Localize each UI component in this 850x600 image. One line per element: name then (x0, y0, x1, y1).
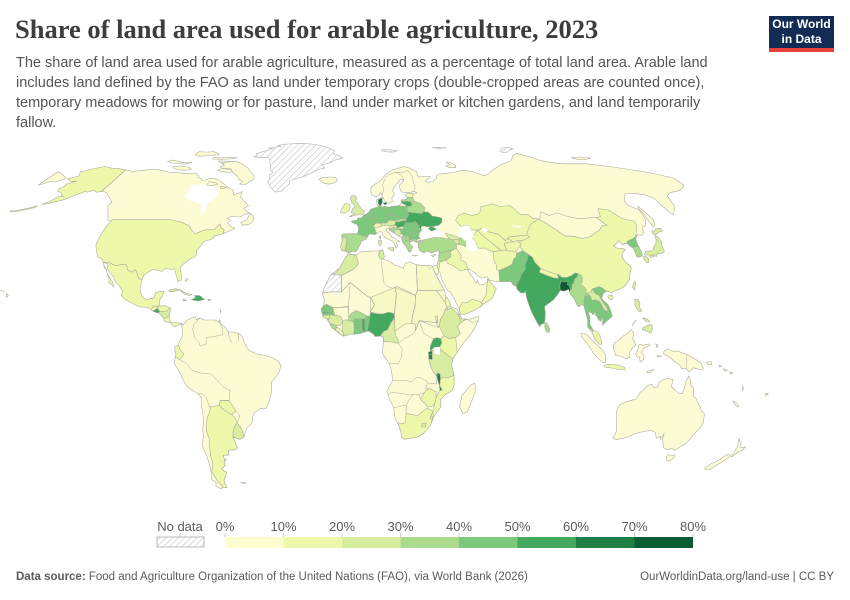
svg-text:10%: 10% (270, 519, 296, 534)
svg-text:60%: 60% (563, 519, 589, 534)
svg-text:40%: 40% (446, 519, 472, 534)
svg-text:No data: No data (157, 519, 203, 534)
svg-text:80%: 80% (680, 519, 706, 534)
svg-text:50%: 50% (504, 519, 530, 534)
svg-text:0%: 0% (216, 519, 235, 534)
svg-text:30%: 30% (387, 519, 413, 534)
svg-text:70%: 70% (621, 519, 647, 534)
svg-text:20%: 20% (329, 519, 355, 534)
